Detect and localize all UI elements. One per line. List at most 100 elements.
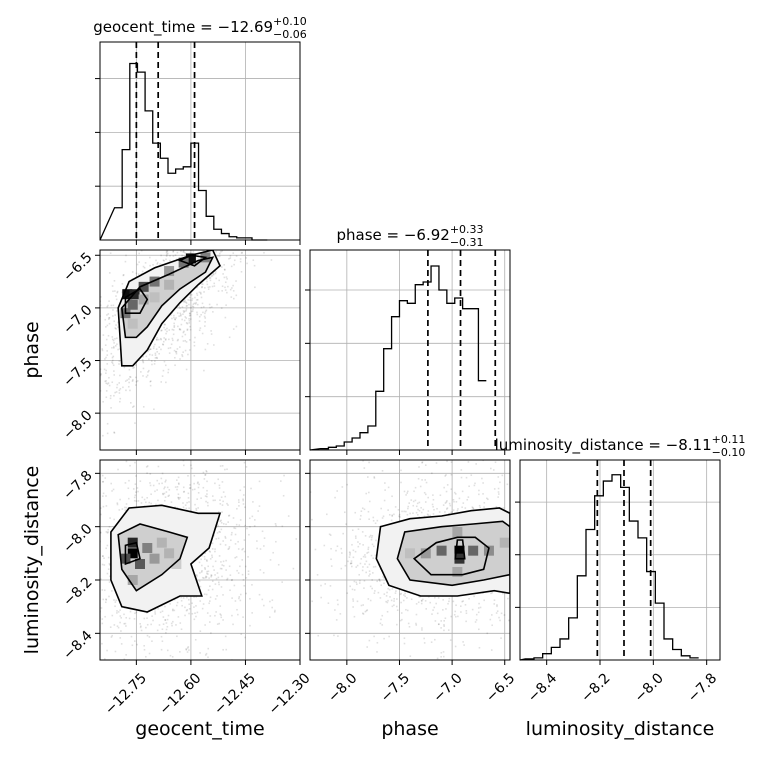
sample-point [129, 375, 131, 378]
sample-point [110, 636, 113, 638]
sample-point [173, 325, 176, 327]
x-tick-label: −12.75 [102, 670, 150, 718]
sample-point [536, 503, 538, 505]
sample-point [283, 474, 285, 477]
sample-point [373, 476, 376, 478]
sample-point [450, 615, 452, 618]
sample-point [395, 590, 397, 592]
sample-point [132, 488, 135, 490]
sample-point [202, 486, 205, 489]
sample-point [214, 270, 217, 273]
sample-point [352, 606, 354, 608]
sample-point [363, 587, 365, 589]
sample-point [150, 502, 152, 505]
sample-point [248, 517, 251, 520]
sample-point [214, 598, 217, 600]
sample-point [237, 572, 240, 574]
sample-point [340, 547, 343, 550]
sample-point [517, 575, 519, 577]
sample-point [271, 599, 274, 601]
sample-point [102, 555, 104, 557]
sample-point [187, 598, 190, 601]
sample-point [415, 624, 418, 626]
title-plus-error: +0.11 [712, 433, 746, 446]
sample-point [180, 250, 182, 253]
sample-point [189, 318, 192, 320]
sample-point [298, 532, 300, 534]
sample-point [206, 495, 208, 498]
density-cell [454, 545, 465, 556]
sample-point [400, 592, 402, 595]
sample-point [222, 594, 224, 596]
sample-point [118, 360, 121, 362]
sample-point [511, 557, 513, 559]
sample-point [192, 306, 195, 308]
sample-point [196, 292, 198, 295]
sample-point [182, 300, 185, 303]
sample-point [507, 597, 509, 600]
sample-point [119, 397, 122, 400]
sample-point [645, 533, 647, 535]
sample-point [57, 549, 59, 551]
sample-point [175, 624, 177, 626]
sample-point [239, 593, 242, 596]
sample-point [239, 599, 242, 602]
sample-point [369, 585, 372, 588]
sample-point [561, 594, 563, 596]
sample-point [229, 288, 232, 291]
sample-point [292, 589, 294, 591]
sample-point [100, 578, 102, 580]
sample-point [197, 215, 199, 217]
sample-point [450, 461, 453, 463]
sample-point [238, 227, 240, 229]
sample-point [149, 384, 152, 387]
sample-point [372, 545, 375, 548]
sample-point [418, 509, 421, 512]
sample-point [248, 211, 250, 213]
sample-point [381, 470, 384, 472]
sample-point [239, 519, 242, 521]
sample-point [197, 672, 199, 674]
sample-point [146, 617, 148, 619]
sample-point [511, 645, 513, 647]
sample-point [383, 577, 385, 579]
sample-point [112, 339, 115, 342]
sample-point [223, 231, 225, 233]
sample-point [214, 499, 216, 502]
sample-point [162, 623, 165, 625]
sample-point [420, 602, 423, 605]
sample-point [384, 666, 386, 668]
sample-point [208, 303, 211, 306]
sample-point [524, 573, 526, 575]
sample-point [306, 464, 308, 466]
sample-point [144, 689, 146, 691]
sample-point [94, 551, 96, 553]
sample-point [186, 220, 188, 222]
sample-point [211, 580, 214, 582]
sample-point [96, 609, 98, 611]
sample-point [154, 608, 156, 611]
sample-point [230, 579, 233, 582]
sample-point [478, 489, 480, 492]
sample-point [535, 537, 537, 539]
sample-point [199, 630, 202, 632]
sample-point [176, 635, 178, 638]
sample-point [207, 247, 209, 249]
sample-point [119, 615, 122, 617]
sample-point [188, 318, 190, 320]
sample-point [333, 634, 335, 637]
sample-point [195, 301, 197, 304]
sample-point [109, 394, 112, 397]
sample-point [465, 476, 468, 479]
sample-point [203, 577, 205, 579]
sample-point [139, 623, 142, 625]
sample-point [676, 519, 678, 521]
sample-point [490, 649, 493, 651]
contour-line [117, 523, 189, 592]
sample-point [147, 350, 149, 353]
sample-point [93, 413, 95, 415]
sample-point [454, 493, 457, 495]
sample-point [104, 344, 107, 346]
sample-point [531, 519, 533, 521]
sample-point [334, 609, 336, 611]
